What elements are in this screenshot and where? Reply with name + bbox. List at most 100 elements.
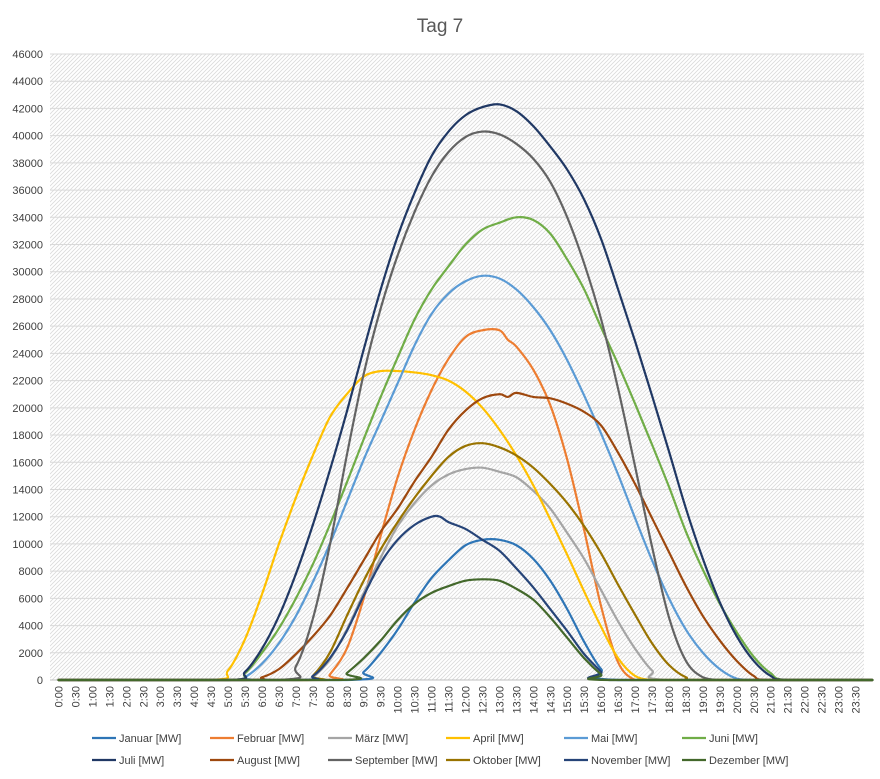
x-tick-label: 16:00 [596,686,608,714]
y-tick-label: 36000 [12,185,43,197]
legend-label: Dezember [MW] [709,755,788,767]
y-tick-label: 22000 [12,376,43,388]
series-line-5 [57,274,874,682]
x-tick-label: 6:00 [257,686,269,707]
y-tick-label: 0 [37,675,43,687]
x-tick-label: 22:30 [817,686,829,714]
y-tick-label: 20000 [12,403,43,415]
series-line-11 [57,514,874,682]
x-tick-label: 19:00 [698,686,710,714]
y-tick-label: 30000 [12,267,43,279]
x-tick-label: 12:00 [460,686,472,714]
y-tick-label: 34000 [12,212,43,224]
legend-label: Oktober [MW] [473,755,541,767]
series-lines [57,103,874,682]
x-tick-label: 19:30 [715,686,727,714]
y-axis: 0 2000 4000 6000 8000 10000 12000 14000 16000 180… [12,49,864,687]
x-tick-label: 14:30 [545,686,557,714]
x-tick-label: 15:30 [579,686,591,714]
legend-label: Juni [MW] [709,733,758,745]
x-tick-label: 20:00 [732,686,744,714]
y-tick-label: 6000 [19,593,43,605]
x-tick-label: 22:00 [800,686,812,714]
x-tick-label: 3:00 [155,686,167,707]
x-tick-label: 12:30 [477,686,489,714]
legend-label: August [MW] [237,755,300,767]
x-tick-label: 13:00 [494,686,506,714]
y-tick-label: 4000 [19,621,43,633]
x-tick-label: 21:00 [766,686,778,714]
x-tick-label: 7:00 [291,686,303,707]
x-tick-label: 10:00 [393,686,405,714]
x-tick-label: 9:00 [359,686,371,707]
series-line-4 [57,369,874,682]
y-tick-label: 32000 [12,240,43,252]
y-tick-label: 10000 [12,539,43,551]
x-tick-label: 0:00 [53,686,65,707]
x-tick-label: 17:30 [647,686,659,714]
y-tick-label: 38000 [12,158,43,170]
gridlines [50,53,864,681]
series-line-6 [57,216,874,682]
x-axis: 0:00 0:30 1:00 1:30 2:00 2:30 3:00 3:30 4:00 4:30… [53,686,862,714]
x-tick-label: 5:30 [240,686,252,707]
legend-label: März [MW] [355,733,408,745]
series-line-8 [57,391,874,682]
series-line-10 [57,442,874,682]
y-tick-label: 12000 [12,512,43,524]
legend-label: Januar [MW] [119,733,181,745]
x-tick-label: 21:30 [783,686,795,714]
series-line-7 [57,103,874,682]
chart-title: Tag 7 [417,16,463,37]
legend-label: Februar [MW] [237,733,304,745]
legend-label: April [MW] [473,733,524,745]
legend-label: November [MW] [591,755,670,767]
x-tick-label: 8:00 [325,686,337,707]
x-tick-label: 18:30 [681,686,693,714]
x-tick-label: 16:30 [613,686,625,714]
x-tick-label: 8:30 [342,686,354,707]
x-tick-label: 17:00 [630,686,642,714]
x-tick-label: 15:00 [562,686,574,714]
x-tick-label: 7:30 [308,686,320,707]
y-tick-label: 28000 [12,294,43,306]
y-tick-label: 42000 [12,103,43,115]
x-tick-label: 4:30 [206,686,218,707]
y-tick-label: 2000 [19,648,43,660]
x-tick-label: 1:30 [104,686,116,707]
y-tick-label: 24000 [12,348,43,360]
x-tick-label: 3:30 [172,686,184,707]
x-tick-label: 11:00 [427,686,439,713]
x-tick-label: 2:30 [138,686,150,707]
y-tick-label: 8000 [19,566,43,578]
x-tick-label: 23:30 [851,686,863,714]
legend-label: September [MW] [355,755,438,767]
x-tick-label: 11:30 [444,686,456,713]
x-tick-label: 0:30 [70,686,82,707]
y-tick-label: 18000 [12,430,43,442]
x-tick-label: 1:00 [87,686,99,707]
y-tick-label: 40000 [12,131,43,143]
x-tick-label: 14:00 [528,686,540,714]
y-tick-label: 44000 [12,76,43,88]
x-tick-label: 2:00 [121,686,133,707]
plot-area [50,54,864,680]
y-tick-label: 16000 [12,457,43,469]
series-line-2 [57,328,874,682]
x-tick-label: 6:30 [274,686,286,707]
x-tick-label: 10:30 [410,686,422,714]
x-tick-label: 9:30 [376,686,388,707]
series-line-12 [57,578,874,682]
x-tick-label: 4:00 [189,686,201,707]
x-tick-label: 5:00 [223,686,235,707]
x-tick-label: 18:00 [664,686,676,714]
x-tick-label: 20:30 [749,686,761,714]
x-tick-label: 23:00 [834,686,846,714]
y-tick-label: 26000 [12,321,43,333]
x-tick-label: 13:30 [511,686,523,714]
y-tick-label: 14000 [12,484,43,496]
legend-label: Mai [MW] [591,733,637,745]
series-line-9 [57,130,874,682]
